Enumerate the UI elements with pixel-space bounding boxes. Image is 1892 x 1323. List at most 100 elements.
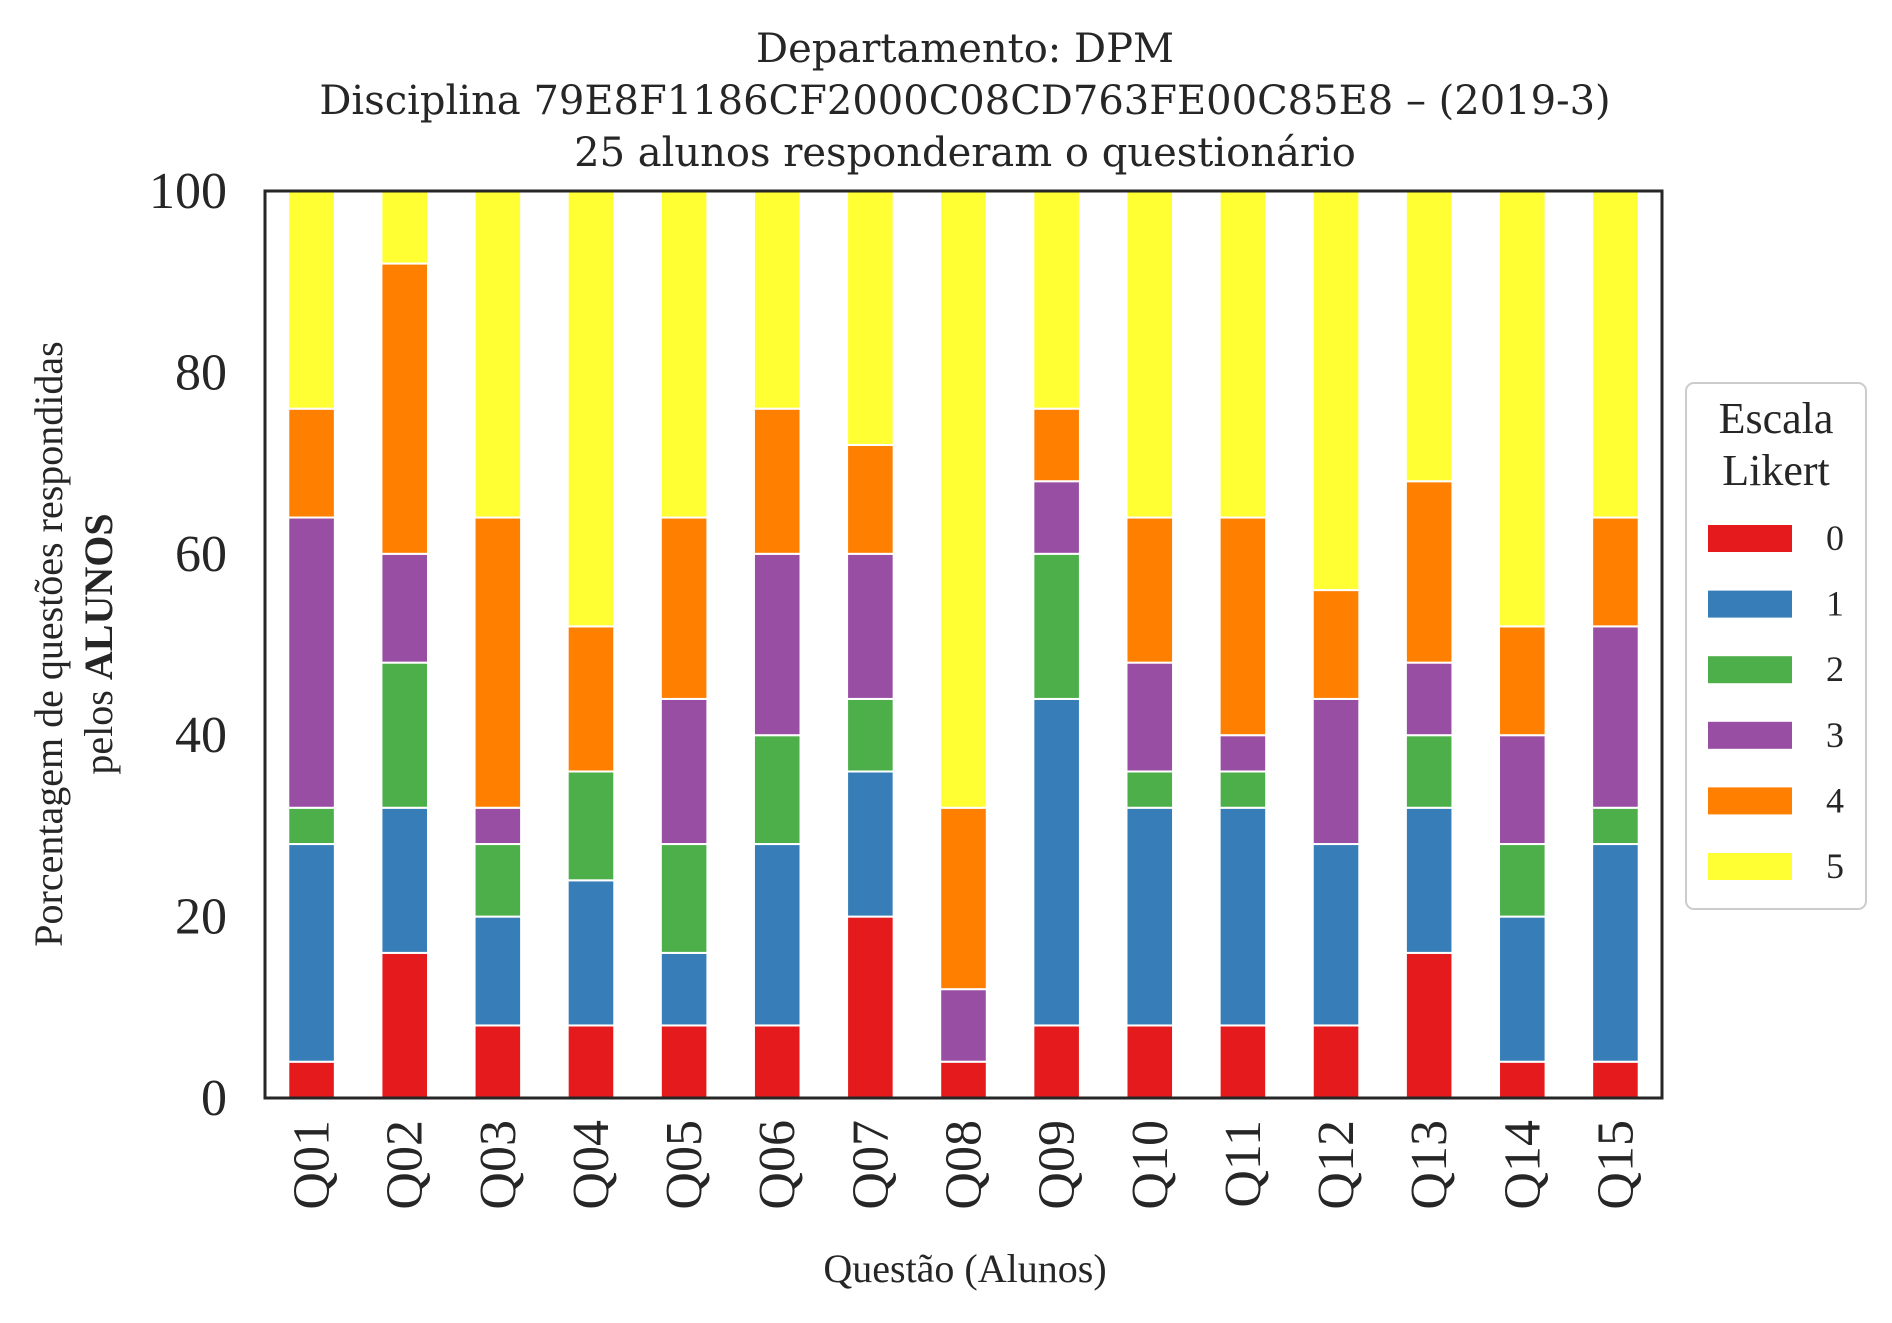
x-tick-label-q03: Q03 (470, 1120, 527, 1210)
bar-q06-likert-4 (752, 407, 802, 555)
title-line-2: Disciplina 79E8F1186CF2000C08CD763FE00C8… (319, 78, 1610, 124)
bar-q10-likert-0 (1125, 1024, 1175, 1099)
bar-q15-likert-1 (1591, 843, 1640, 1063)
legend-label-0: 0 (1826, 518, 1844, 558)
y-tick-label: 0 (201, 1070, 227, 1127)
bar-q06-likert-5 (752, 190, 802, 410)
bar-q14-likert-1 (1498, 915, 1547, 1063)
x-tick-label-q15: Q15 (1587, 1120, 1644, 1210)
x-axis-ticks: Q01 Q02 Q03 Q04 Q05 Q06 Q07 Q08 Q09 Q10 Q11 Q12 Q13 Q… (284, 1120, 1645, 1210)
bar-q08-likert-0 (939, 1060, 988, 1099)
bar-q14-likert-4 (1498, 625, 1547, 737)
bar-q10-likert-3 (1125, 661, 1175, 773)
bar-q01-likert-4 (287, 407, 336, 519)
legend-items: 0 1 2 3 4 5 (1708, 518, 1844, 886)
bar-q13-likert-0 (1404, 951, 1454, 1099)
legend-swatch-2 (1708, 656, 1792, 684)
bar-q05-likert-2 (659, 843, 709, 954)
bars-layer (287, 190, 1640, 1099)
bar-q12-likert-0 (1311, 1024, 1361, 1099)
y-axis-label-line-2: pelos ALUNOS (76, 513, 121, 774)
y-tick-label: 60 (175, 526, 227, 583)
plot-frame (263, 189, 1664, 1100)
bar-q07-likert-1 (846, 770, 895, 918)
bar-q08-likert-4 (939, 806, 988, 991)
bar-q06-likert-3 (752, 552, 802, 737)
bar-q09-likert-5 (1032, 190, 1081, 410)
bar-q01-likert-3 (287, 516, 336, 809)
bar-q12-likert-1 (1311, 843, 1361, 1027)
x-tick-label-q08: Q08 (936, 1120, 993, 1210)
x-tick-label-q02: Q02 (377, 1120, 434, 1210)
bar-q13-likert-1 (1404, 806, 1454, 954)
bar-q05-likert-4 (659, 516, 709, 700)
bar-q08-likert-3 (939, 988, 988, 1063)
bar-q03-likert-5 (473, 190, 523, 519)
bar-q10-likert-2 (1125, 770, 1175, 809)
legend-label-1: 1 (1826, 584, 1844, 624)
x-tick-label-q10: Q10 (1122, 1120, 1179, 1210)
bar-q03-likert-3 (473, 806, 523, 846)
x-tick-label-q04: Q04 (563, 1120, 620, 1210)
x-tick-label-q05: Q05 (656, 1120, 713, 1210)
legend-swatch-0 (1708, 525, 1792, 552)
y-axis-label-bold: ALUNOS (76, 513, 121, 680)
bar-q12-likert-5 (1311, 190, 1361, 592)
legend-label-5: 5 (1826, 846, 1844, 886)
x-axis-label: Questão (Alunos) (823, 1246, 1106, 1291)
bar-q10-likert-1 (1125, 806, 1175, 1027)
x-tick-label-q14: Q14 (1494, 1120, 1551, 1210)
legend-box (1685, 382, 1867, 910)
bar-q11-likert-4 (1218, 516, 1268, 737)
bar-q02-likert-0 (380, 951, 429, 1099)
x-tick-label-q01: Q01 (284, 1120, 341, 1210)
bar-q10-likert-5 (1125, 190, 1175, 519)
bar-q04-likert-2 (566, 770, 616, 882)
bar-q04-likert-0 (566, 1024, 616, 1099)
bar-q01-likert-1 (287, 843, 336, 1063)
bar-q01-likert-5 (287, 190, 336, 410)
bar-q03-likert-2 (473, 843, 523, 918)
y-axis-label: Porcentagem de questões respondidas pelo… (26, 341, 121, 946)
bar-q14-likert-5 (1498, 190, 1547, 628)
bar-q02-likert-1 (380, 806, 429, 954)
bar-q13-likert-3 (1404, 661, 1454, 737)
bar-q13-likert-2 (1404, 734, 1454, 809)
legend-swatch-1 (1708, 590, 1792, 618)
bar-q10-likert-4 (1125, 516, 1175, 664)
bar-q05-likert-0 (659, 1024, 709, 1099)
bar-q04-likert-4 (566, 625, 616, 773)
bar-q02-likert-2 (380, 661, 429, 809)
y-axis-label-line-1: Porcentagem de questões respondidas (26, 341, 71, 946)
y-tick-label: 100 (149, 163, 227, 220)
y-tick-label: 20 (175, 889, 227, 946)
y-tick-label: 40 (175, 707, 227, 764)
bar-q15-likert-3 (1591, 625, 1640, 809)
bar-q15-likert-4 (1591, 516, 1640, 628)
y-tick-label: 80 (175, 344, 227, 401)
title-line-3: 25 alunos responderam o questionário (574, 130, 1356, 176)
bar-q12-likert-4 (1311, 589, 1361, 700)
bar-q08-likert-5 (939, 190, 988, 809)
x-tick-label-q06: Q06 (749, 1120, 806, 1210)
bar-q01-likert-2 (287, 806, 336, 846)
bar-q05-likert-3 (659, 697, 709, 846)
bar-q07-likert-2 (846, 697, 895, 773)
legend-label-3: 3 (1826, 715, 1844, 755)
bar-q09-likert-4 (1032, 407, 1081, 483)
bar-q09-likert-2 (1032, 552, 1081, 700)
legend-title-line-1: Escala (1719, 394, 1834, 443)
bar-q11-likert-3 (1218, 734, 1268, 773)
y-axis-label-prefix: pelos (76, 680, 121, 774)
bar-q09-likert-0 (1032, 1024, 1081, 1099)
legend-label-4: 4 (1826, 780, 1844, 820)
bar-q06-likert-1 (752, 843, 802, 1027)
bar-q03-likert-1 (473, 915, 523, 1027)
bar-q03-likert-4 (473, 516, 523, 809)
x-tick-label-q13: Q13 (1401, 1120, 1458, 1210)
x-tick-label-q09: Q09 (1029, 1120, 1086, 1210)
bar-q11-likert-1 (1218, 806, 1268, 1027)
bar-q04-likert-1 (566, 879, 616, 1027)
bar-q12-likert-3 (1311, 697, 1361, 846)
